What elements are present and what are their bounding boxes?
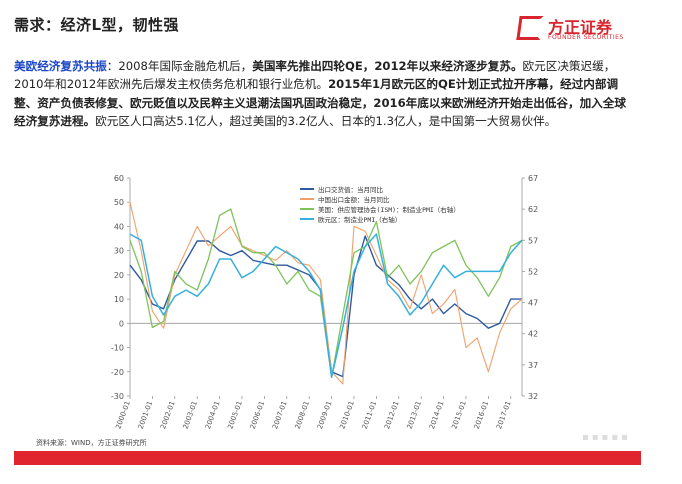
left-tick-label: 30 [114, 247, 124, 256]
right-tick-label: 57 [528, 236, 538, 245]
left-tick-label: -20 [111, 368, 124, 377]
paragraph-part-3: 欧元区决策迟缓，2010年和2012年欧洲先后爆发主权债务危机和银行业危机。 [14, 59, 616, 92]
right-tick-label: 52 [528, 267, 538, 276]
summary-paragraph: 美欧经济复苏共振：2008年国际金融危机后，美国率先推出四轮QE，2012年以来… [14, 57, 626, 131]
left-tick-label: 10 [114, 295, 124, 304]
x-tick-label: 2000-01 [114, 400, 132, 430]
watermark: ▪▪▪▪▪ [582, 432, 631, 443]
logo-subtitle: FOUNDER SECURITIES [548, 34, 624, 41]
left-tick-label: 60 [114, 174, 124, 183]
x-tick-label: 2009-01 [316, 400, 334, 430]
x-axis: 2000-01 2001-01 2002-01 2003-01 2004-01 2005-… [114, 322, 522, 430]
x-tick-label: 2005-01 [226, 400, 244, 430]
x-tick-label: 2006-01 [249, 400, 267, 430]
left-tick-label: 0 [119, 319, 124, 328]
paragraph-part-1: ：2008年国际金融危机后， [106, 59, 253, 73]
x-tick-label: 2008-01 [294, 400, 312, 430]
paragraph-part-5: 欧元区人口高达5.1亿人，超过美国的3.2亿人、日本的1.3亿人，是中国第一大贸… [95, 114, 557, 129]
logo-name: 方正证券 [548, 18, 613, 37]
x-tick-label: 2014-01 [428, 400, 446, 430]
legend-label: 欧元区：制造业PMI（右轴） [318, 215, 401, 224]
x-tick-label: 2012-01 [383, 400, 401, 430]
right-tick-label: 67 [528, 174, 538, 183]
left-tick-label: 40 [114, 222, 124, 231]
x-tick-label: 2004-01 [204, 400, 222, 430]
x-tick-label: 2013-01 [406, 400, 424, 430]
source-note: 资料来源：WIND，方正证券研究所 [36, 439, 147, 447]
paragraph-lead: 美欧经济复苏共振 [14, 59, 107, 73]
right-tick-label: 47 [528, 299, 538, 308]
x-tick-label: 2015-01 [450, 400, 468, 430]
paragraph-part-2: 美国率先推出四轮QE，2012年以来经济逐步复苏。 [252, 59, 523, 73]
x-tick-label: 2007-01 [271, 400, 289, 430]
x-tick-label: 2002-01 [159, 400, 177, 430]
left-tick-label: 20 [114, 271, 124, 280]
x-tick-label: 2010-01 [338, 400, 356, 430]
chart-legend: 出口交货值：当月同比中国出口金额：当月同比美国：供应管理协会(ISM)：制造业P… [300, 185, 460, 224]
footer-bar [14, 451, 641, 465]
x-tick-label: 2011-01 [361, 400, 379, 430]
left-tick-label: -10 [111, 344, 124, 353]
series-line-2 [129, 202, 523, 385]
left-tick-label: -30 [111, 392, 124, 401]
x-tick-label: 2016-01 [473, 400, 491, 430]
right-tick-label: 62 [528, 205, 538, 214]
right-tick-label: 32 [528, 392, 538, 401]
legend-label: 美国：供应管理协会(ISM)：制造业PMI（右轴） [318, 205, 460, 214]
paragraph-part-4: 2015年1月欧元区的QE计划正式拉开序幕，经过内部调整、资产负债表修复、欧元贬… [14, 77, 626, 129]
company-logo: 方正证券 FOUNDER SECURITIES [516, 14, 628, 48]
right-axis: 32 37 42 47 52 57 62 67 [521, 174, 538, 401]
left-axis: -30 -20 -10 0 10 20 30 40 50 60 [111, 174, 131, 401]
series-line-4 [129, 233, 523, 379]
slide [14, 8, 644, 470]
right-tick-label: 37 [528, 361, 538, 370]
series-line-3 [129, 208, 523, 378]
series-layer [129, 202, 523, 385]
page-title: 需求：经济L型，韧性强 [14, 16, 180, 34]
x-tick-label: 2017-01 [495, 400, 513, 430]
x-tick-label: 2001-01 [137, 400, 155, 430]
right-tick-label: 42 [528, 330, 538, 339]
legend-label: 中国出口金额：当月同比 [318, 195, 390, 204]
left-tick-label: 50 [114, 198, 124, 207]
series-line-1 [129, 235, 522, 378]
x-tick-label: 2003-01 [182, 400, 200, 430]
legend-label: 出口交货值：当月同比 [318, 185, 384, 194]
